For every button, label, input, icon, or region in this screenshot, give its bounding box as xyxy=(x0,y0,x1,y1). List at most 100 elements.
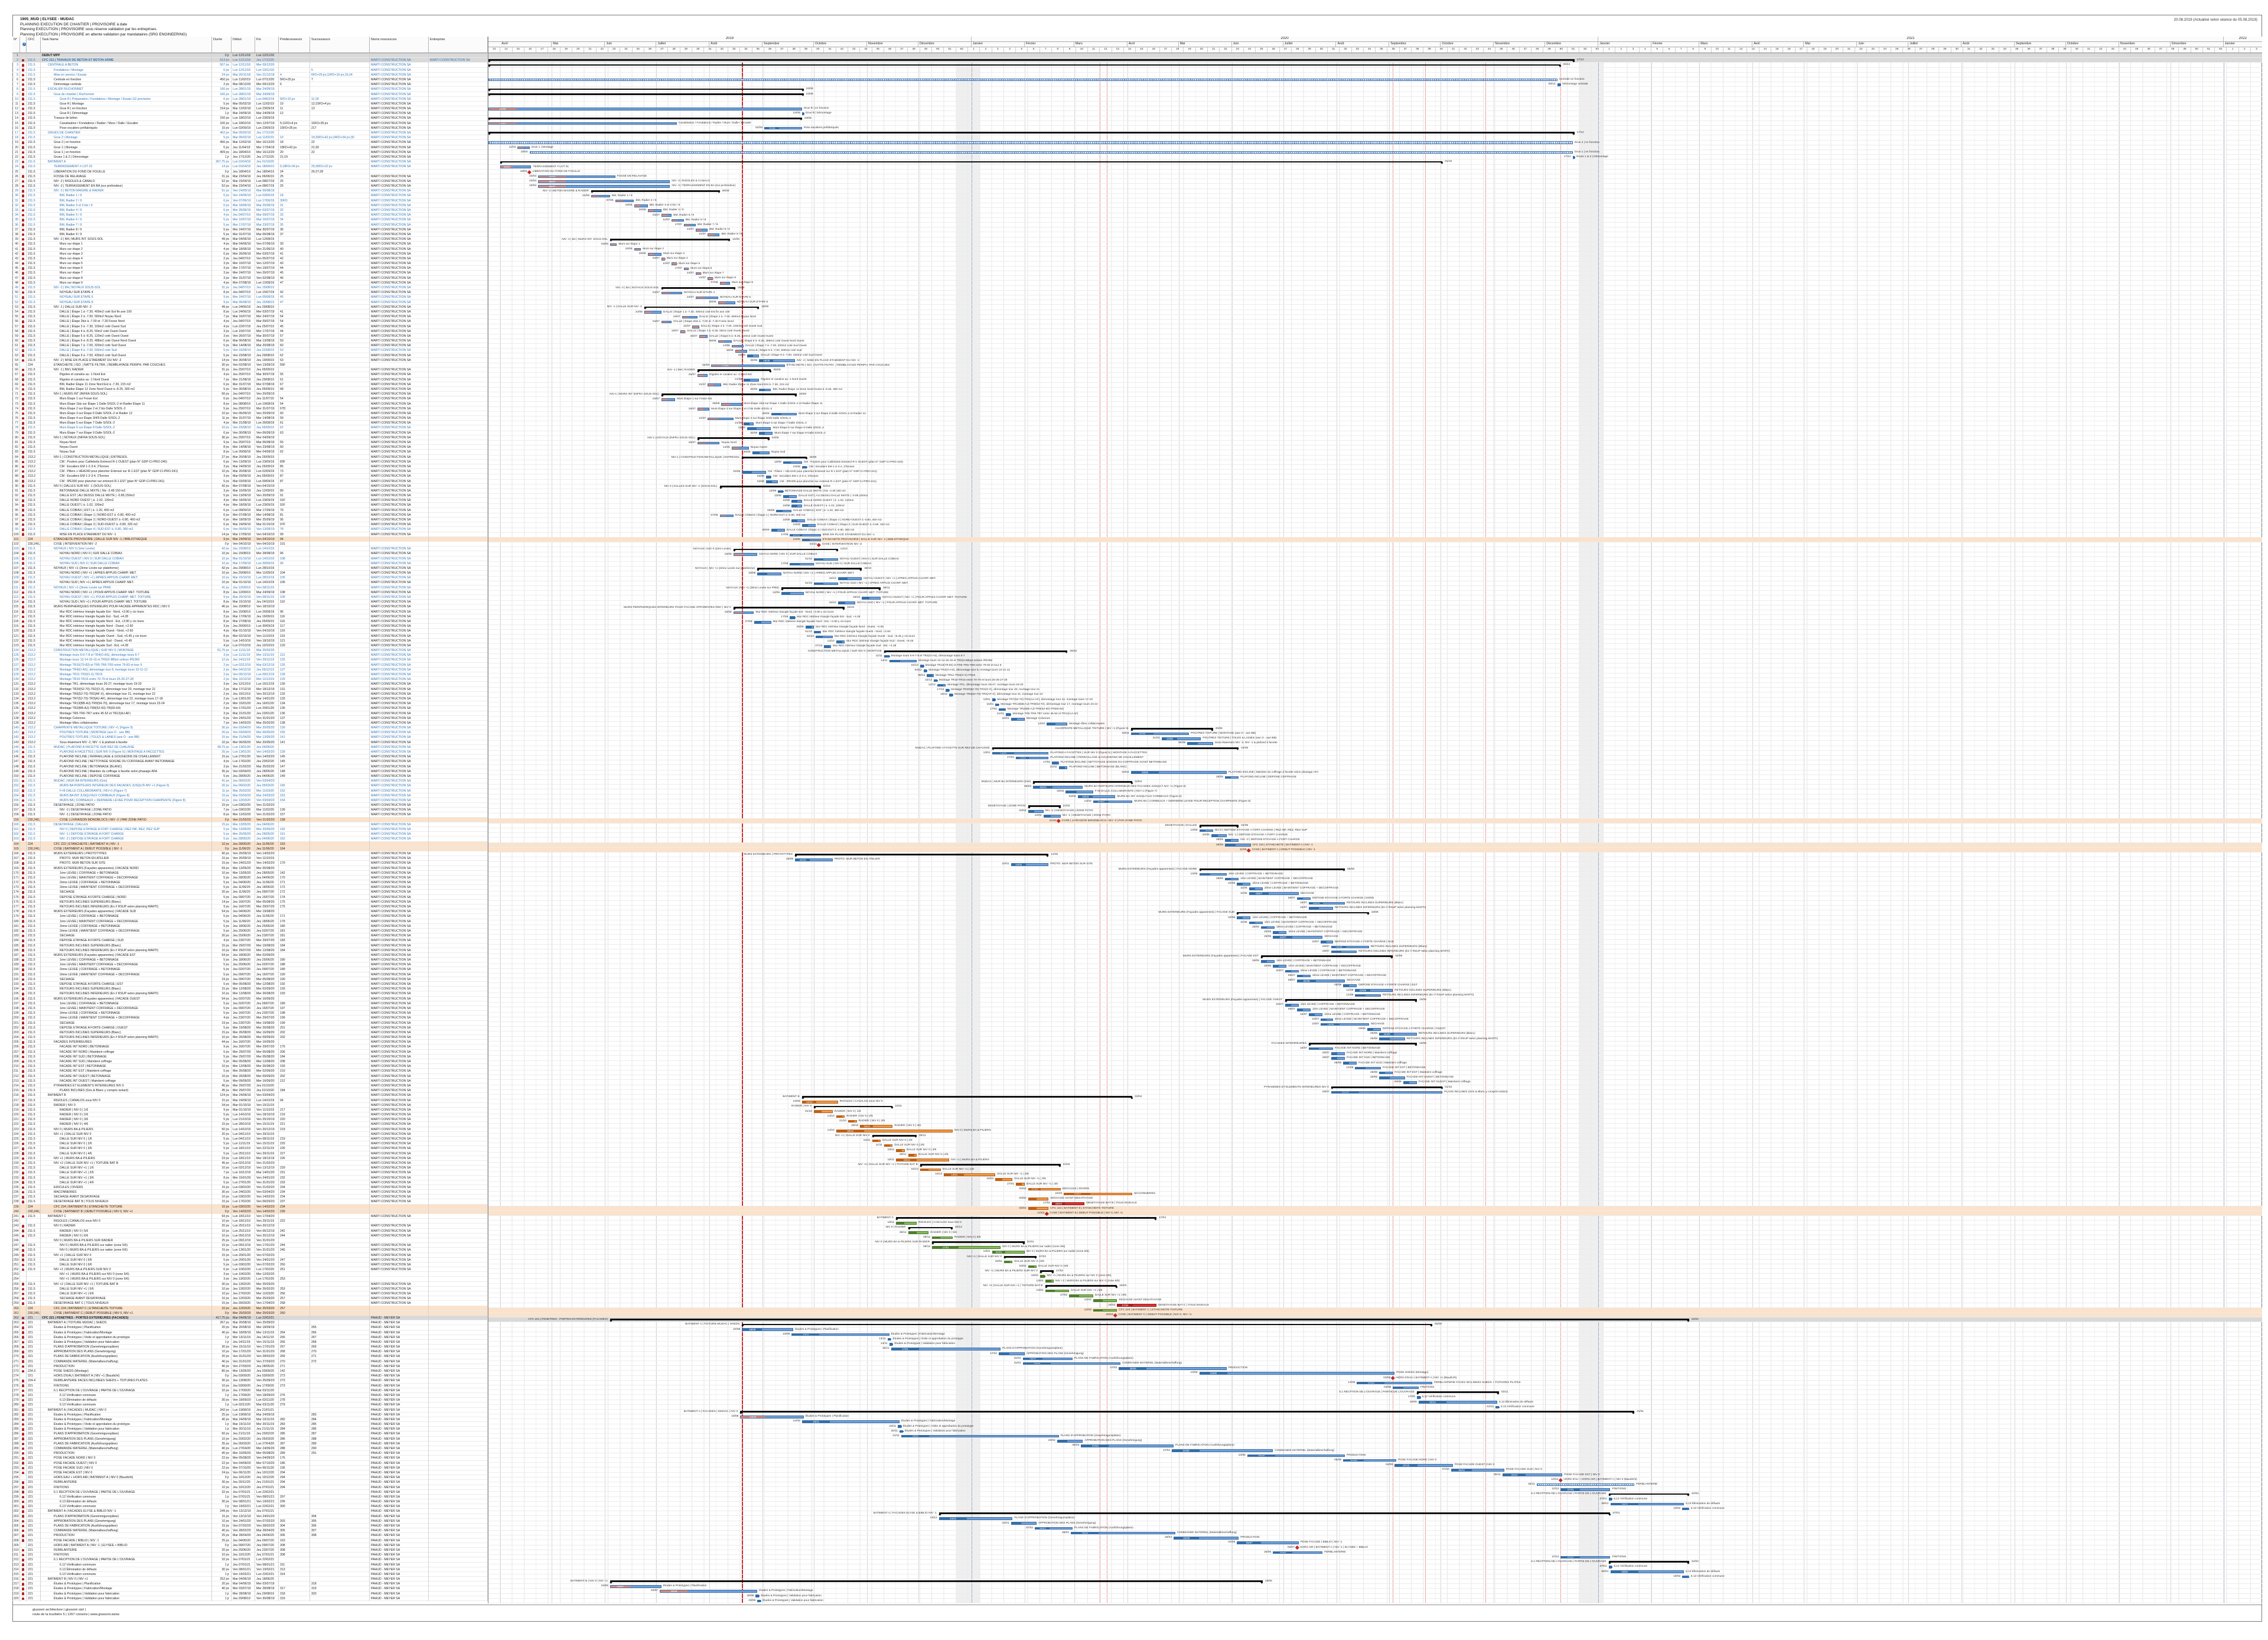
table-row[interactable]: 320 221 Études & Prototypes | Validation p… xyxy=(12,1596,488,1601)
cell-succ[interactable] xyxy=(310,600,370,605)
cell-start[interactable]: Lun 09/12/19 xyxy=(232,1233,255,1238)
cell-res[interactable]: MARTI CONSTRUCTION SA xyxy=(370,759,429,764)
cell-cfc[interactable]: 211.5 xyxy=(27,406,41,411)
cell-name[interactable]: NIV -1 | DALLE SUR NIV -2 xyxy=(41,304,212,310)
cell-res[interactable]: MARTI CONSTRUCTION SA xyxy=(370,711,429,716)
table-row[interactable]: 158 211.5 NIV -1 | DESETAYAGE | ZONE PATIO… xyxy=(12,812,488,818)
cell-ind[interactable] xyxy=(20,275,27,281)
cell-pred[interactable]: 135 xyxy=(279,706,310,711)
cell-start[interactable]: Jeu 26/03/20 xyxy=(232,1301,255,1306)
cell-ent[interactable] xyxy=(429,1591,488,1596)
cell-cfc[interactable]: 211.5 xyxy=(27,63,41,68)
cell-name[interactable]: NOYEAU SUR ETAPE 6 xyxy=(41,295,212,300)
task-bar[interactable] xyxy=(744,379,760,382)
cell-succ[interactable] xyxy=(310,1577,370,1582)
cell-succ[interactable] xyxy=(310,479,370,484)
cell-dur[interactable]: 409 jrs xyxy=(212,149,232,155)
cell-start[interactable]: Jeu 14/11/19 xyxy=(232,658,255,663)
task-bar[interactable] xyxy=(661,291,682,295)
cell-ind[interactable] xyxy=(20,706,27,711)
cell-res[interactable]: PAHUD - MEYER SA xyxy=(370,1562,429,1567)
cell-dur[interactable]: 5 jrs xyxy=(212,982,232,987)
cell-ent[interactable] xyxy=(429,1427,488,1432)
cell-succ[interactable] xyxy=(310,1465,370,1470)
cell-num[interactable]: 223 xyxy=(12,1127,20,1132)
cell-num[interactable]: 313 xyxy=(12,1562,20,1567)
cell-cfc[interactable]: 211.5 xyxy=(27,532,41,537)
cell-dur[interactable]: 2 jrs xyxy=(212,677,232,682)
cell-num[interactable]: 96 xyxy=(12,512,20,518)
cell-num[interactable]: 127 xyxy=(12,662,20,668)
table-row[interactable]: 307 221 PRODUCTION 25 jrs Mar 28/04/20 Jeu 04… xyxy=(12,1533,488,1538)
cell-num[interactable]: 54 xyxy=(12,309,20,315)
cell-ent[interactable] xyxy=(429,1562,488,1567)
cell-start[interactable]: Jeu 18/04/19 xyxy=(232,149,255,155)
cell-num[interactable]: 304 xyxy=(12,1518,20,1524)
cell-ind[interactable] xyxy=(20,943,27,948)
cell-ind[interactable] xyxy=(20,1514,27,1519)
cell-pred[interactable]: 42 xyxy=(279,256,310,262)
cell-dur[interactable]: 450 jrs xyxy=(212,77,232,83)
cell-name[interactable]: NIV -2 | BA | NOYAUX SOUS-SOL xyxy=(41,285,212,291)
summary-bar[interactable] xyxy=(661,393,797,397)
cell-num[interactable]: 150 xyxy=(12,773,20,779)
cell-pred[interactable]: 142 xyxy=(279,870,310,876)
cell-start[interactable]: Mer 15/01/20 xyxy=(232,1175,255,1180)
cell-num[interactable]: 318 xyxy=(12,1586,20,1592)
cell-ind[interactable] xyxy=(20,619,27,624)
cell-succ[interactable] xyxy=(310,1286,370,1291)
cell-start[interactable]: Lun 10/02/20 xyxy=(232,1272,255,1277)
cell-pred[interactable]: 127 xyxy=(279,667,310,672)
cell-ent[interactable] xyxy=(429,750,488,755)
cell-ind[interactable] xyxy=(20,1224,27,1229)
cell-name[interactable]: DALLE | Étape 7 à -7.00, 320m2 coté Sud … xyxy=(41,343,212,349)
gantt-lane[interactable] xyxy=(488,256,2262,262)
cell-res[interactable]: MARTI CONSTRUCTION SA xyxy=(370,928,429,934)
cell-dur[interactable]: 10 jrs xyxy=(212,1195,232,1200)
cell-name[interactable]: Montage TR6(52-70)-TR2(AF-X), démontage … xyxy=(41,691,212,697)
cell-succ[interactable] xyxy=(310,923,370,929)
cell-pred[interactable]: 158 xyxy=(279,817,310,822)
gantt-lane[interactable] xyxy=(488,213,2262,218)
gantt-lane[interactable] xyxy=(488,445,2262,451)
cell-res[interactable]: MARTI CONSTRUCTION SA xyxy=(370,512,429,518)
cell-start[interactable]: Ven 06/09/19 xyxy=(232,527,255,532)
cell-ent[interactable] xyxy=(429,977,488,982)
cell-dur[interactable]: 10 jrs xyxy=(212,1485,232,1490)
cell-succ[interactable] xyxy=(310,919,370,924)
cell-ind[interactable] xyxy=(20,1131,27,1137)
cell-start[interactable]: Lun 11/11/19 xyxy=(232,653,255,658)
table-row[interactable]: 180 211.5 1ère LEVEE | MAINTIENT COFFRAGE … xyxy=(12,919,488,924)
cell-name[interactable]: Études & Prototypes | Planification xyxy=(41,1412,212,1417)
cell-name[interactable]: PLANS D'APPROBATION (Genehmigunspläne) xyxy=(41,1431,212,1437)
cell-cfc[interactable]: 211.5 xyxy=(27,894,41,900)
cell-name[interactable]: 6.1 RECPTION DE L'OUVRAGE | PARTIE DE L'… xyxy=(41,1489,212,1495)
cell-pred[interactable]: 138 xyxy=(279,720,310,726)
table-row[interactable]: 164 224 CFC 222 | ETANCHEITE | BATIMENT A … xyxy=(12,841,488,847)
cell-pred[interactable]: 128 xyxy=(279,672,310,678)
cell-ent[interactable] xyxy=(429,479,488,484)
cell-num[interactable]: 289 xyxy=(12,1446,20,1452)
cell-end[interactable]: Jeu 09/07/20 xyxy=(255,1543,279,1548)
cell-dur[interactable]: 30 jrs xyxy=(212,435,232,440)
cell-start[interactable]: Jeu 09/07/20 xyxy=(232,1006,255,1011)
cell-cfc[interactable]: 211.5 xyxy=(27,1093,41,1098)
task-bar[interactable]: 19/09 xyxy=(759,359,796,362)
cell-cfc[interactable]: 213.2 xyxy=(27,711,41,716)
cell-ent[interactable] xyxy=(429,619,488,624)
cell-cfc[interactable]: 211.5 xyxy=(27,750,41,755)
cell-ind[interactable] xyxy=(20,1011,27,1016)
table-row[interactable]: 8 211.5 ESCALIER RUCHONNET 166 jrs Lun 28/01… xyxy=(12,87,488,92)
cell-pred[interactable]: 184 xyxy=(279,943,310,948)
cell-ind[interactable] xyxy=(20,585,27,590)
cell-dur[interactable]: 5 jrs xyxy=(212,232,232,237)
task-bar[interactable] xyxy=(889,659,917,663)
table-row[interactable]: 254 NIV +1 | MURS BA & PILIERS sur NIV 0 … xyxy=(12,1277,488,1282)
table-row[interactable]: 20 211.5 Grue 1 | Montage 5 jrs Jeu 11/04/19… xyxy=(12,145,488,150)
table-row[interactable]: 187 211.5 MURS EXTERIEURS (Façades apparen… xyxy=(12,952,488,958)
table-row[interactable]: 76 211.5 Murs Étape 4 sur Étape 3/4/5 Dall… xyxy=(12,416,488,421)
cell-start[interactable]: Ven 30/08/19 xyxy=(232,430,255,435)
gantt-lane[interactable] xyxy=(488,654,2262,659)
cell-res[interactable]: PAHUD - MEYER SA xyxy=(370,1504,429,1509)
